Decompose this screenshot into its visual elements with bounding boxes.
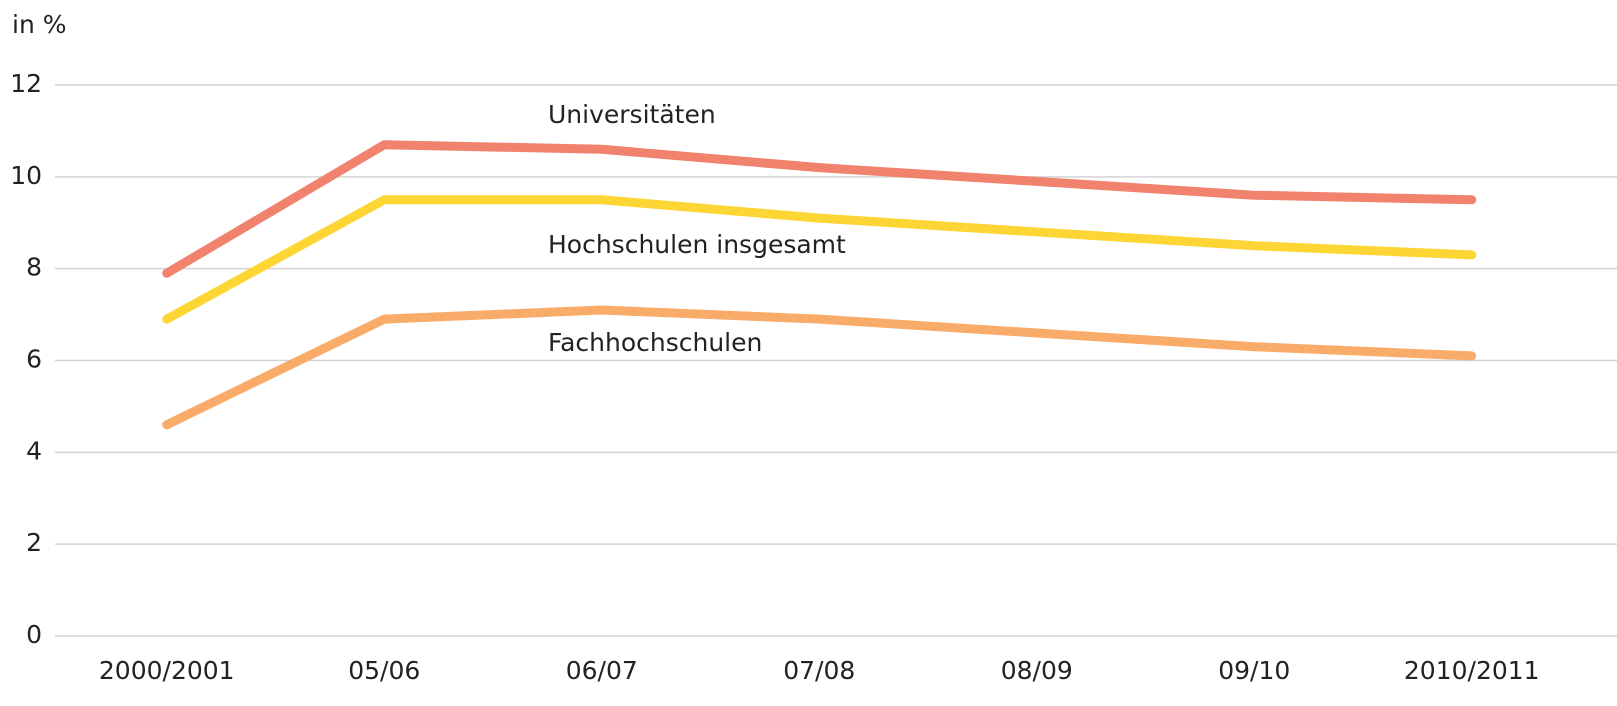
y-tick-label: 2 xyxy=(26,528,42,557)
x-tick-label: 06/07 xyxy=(566,656,638,685)
x-tick-label: 08/09 xyxy=(1001,656,1073,685)
series-label: Fachhochschulen xyxy=(548,328,762,357)
y-axis-label: in % xyxy=(12,10,67,39)
y-tick-label: 12 xyxy=(10,69,42,98)
x-tick-label: 07/08 xyxy=(783,656,855,685)
series-label: Hochschulen insgesamt xyxy=(548,230,846,259)
series-line xyxy=(162,140,1477,278)
y-tick-label: 0 xyxy=(26,620,42,649)
y-tick-label: 8 xyxy=(26,253,42,282)
x-tick-label: 05/06 xyxy=(348,656,420,685)
series-label: Universitäten xyxy=(548,100,716,129)
y-tick-label: 10 xyxy=(10,161,42,190)
x-tick-label: 09/10 xyxy=(1218,656,1290,685)
x-tick-label: 2010/2011 xyxy=(1404,656,1540,685)
series-line xyxy=(162,305,1477,430)
y-tick-label: 6 xyxy=(26,345,42,374)
x-tick-label: 2000/2001 xyxy=(99,656,235,685)
series-line xyxy=(162,195,1477,324)
y-tick-label: 4 xyxy=(26,436,42,465)
